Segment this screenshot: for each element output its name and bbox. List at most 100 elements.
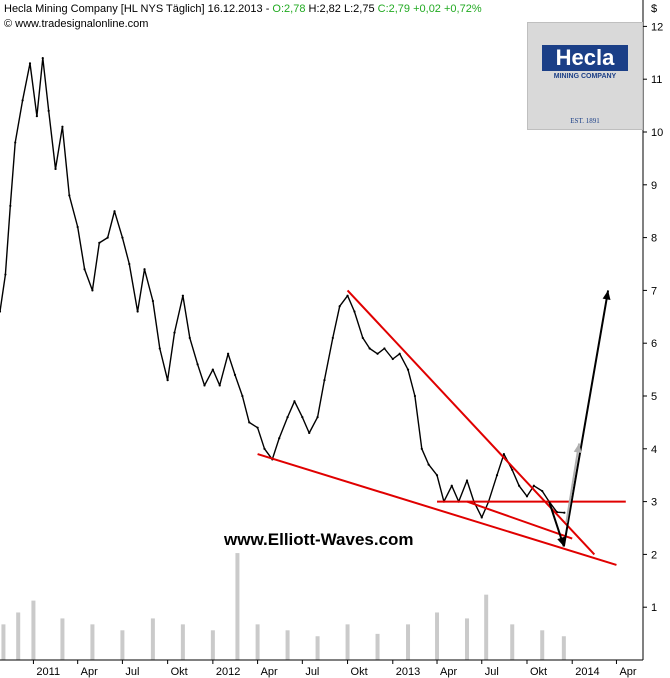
volume-bar xyxy=(540,630,545,660)
price-point xyxy=(91,289,94,292)
volume-bar xyxy=(561,636,566,660)
price-point xyxy=(502,452,505,456)
x-tick-label: Jul xyxy=(125,666,139,678)
logo-subtitle: MINING COMPANY xyxy=(553,73,617,80)
price-point xyxy=(166,379,169,382)
price-point xyxy=(263,447,266,450)
price-point xyxy=(353,310,356,313)
projection-up-arrow xyxy=(562,290,610,547)
x-tick-label: 2011 xyxy=(36,666,60,678)
price-point xyxy=(301,416,304,419)
y-tick-label: 11 xyxy=(651,74,662,86)
volume-bar xyxy=(1,624,6,660)
volume-bar xyxy=(285,630,290,660)
price-point xyxy=(383,347,386,350)
price-point xyxy=(541,489,544,493)
price-point xyxy=(136,310,139,313)
volume-layer xyxy=(1,553,566,660)
price-point xyxy=(495,474,499,477)
ohlc-close-change: C:2,79 +0,02 +0,72% xyxy=(377,3,482,15)
x-tick-label: Apr xyxy=(440,666,457,678)
price-point xyxy=(113,210,116,213)
lower-wedge-line xyxy=(257,453,617,566)
price-point xyxy=(98,241,101,244)
price-point xyxy=(173,331,176,334)
price-point xyxy=(211,368,214,371)
volume-bar xyxy=(406,624,411,660)
price-point xyxy=(233,373,237,376)
price-point xyxy=(511,468,514,472)
price-point xyxy=(226,352,230,355)
volume-bar xyxy=(16,612,21,660)
volume-bar xyxy=(120,630,125,660)
price-point xyxy=(465,479,469,482)
volume-bar xyxy=(235,553,240,660)
price-point xyxy=(286,416,289,419)
price-point xyxy=(368,347,371,350)
price-point xyxy=(41,56,44,60)
chart-header: Hecla Mining Company [HL NYS Täglich] 16… xyxy=(4,3,482,16)
volume-bar xyxy=(90,624,95,660)
annotation-layer xyxy=(257,289,626,566)
volume-bar xyxy=(255,624,260,660)
ohlc-high-low: H:2,82 L:2,75 xyxy=(305,3,378,15)
volume-bar xyxy=(31,600,36,660)
alt-projection-arrow xyxy=(565,443,581,523)
logo-established: EST. 1891 xyxy=(570,117,600,125)
price-point xyxy=(4,273,7,276)
alt-projection-arrow-head xyxy=(573,443,582,454)
volume-bar xyxy=(315,636,320,660)
price-point xyxy=(532,484,535,487)
price-point xyxy=(121,236,124,239)
price-point xyxy=(256,426,259,429)
inner-wedge-line xyxy=(466,500,573,540)
price-series-line xyxy=(0,57,565,519)
projection-down-arrow-head xyxy=(557,536,565,547)
y-tick-label: 10 xyxy=(651,127,663,139)
x-tick-label: Apr xyxy=(619,666,636,678)
price-point xyxy=(14,141,17,144)
volume-bar xyxy=(510,624,515,660)
price-point xyxy=(83,268,86,271)
price-point xyxy=(158,347,161,350)
price-layer xyxy=(0,56,566,519)
volume-bar xyxy=(180,624,185,660)
volume-bar xyxy=(435,612,440,660)
price-point xyxy=(435,474,439,477)
price-point xyxy=(480,516,483,519)
price-point xyxy=(106,236,109,239)
price-point xyxy=(151,299,154,303)
price-point xyxy=(331,336,334,340)
price-point xyxy=(406,368,410,371)
price-point xyxy=(316,416,319,419)
y-tick-label: 2 xyxy=(651,549,657,561)
price-point xyxy=(35,115,38,118)
ohlc-open: O:2,78 xyxy=(272,3,306,15)
y-tick-label: 1 xyxy=(651,602,657,614)
price-point xyxy=(338,305,341,308)
price-point xyxy=(391,357,394,361)
price-point xyxy=(61,125,64,128)
volume-bar xyxy=(345,624,350,660)
price-point xyxy=(181,294,184,297)
price-point xyxy=(68,194,71,197)
y-axis-unit-label: $ xyxy=(651,3,657,15)
price-point xyxy=(128,262,131,266)
price-point xyxy=(398,352,401,355)
source-credit[interactable]: © www.tradesignalonline.com xyxy=(4,18,149,30)
volume-bar xyxy=(465,618,470,660)
price-point xyxy=(218,384,221,387)
volume-bar xyxy=(484,594,489,660)
price-point xyxy=(427,463,430,466)
x-tick-label: Okt xyxy=(351,666,368,678)
price-point xyxy=(203,384,206,387)
x-tick-label: 2013 xyxy=(396,666,420,678)
projection-up-arrow-head xyxy=(602,290,611,300)
price-point xyxy=(323,379,326,382)
price-point xyxy=(413,394,417,398)
price-point xyxy=(518,484,521,487)
volume-bar xyxy=(60,618,65,660)
volume-bar xyxy=(150,618,155,660)
